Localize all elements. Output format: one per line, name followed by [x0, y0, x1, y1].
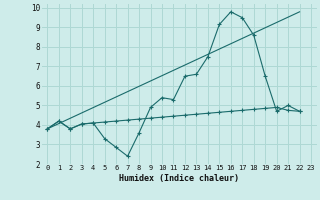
X-axis label: Humidex (Indice chaleur): Humidex (Indice chaleur)	[119, 174, 239, 183]
